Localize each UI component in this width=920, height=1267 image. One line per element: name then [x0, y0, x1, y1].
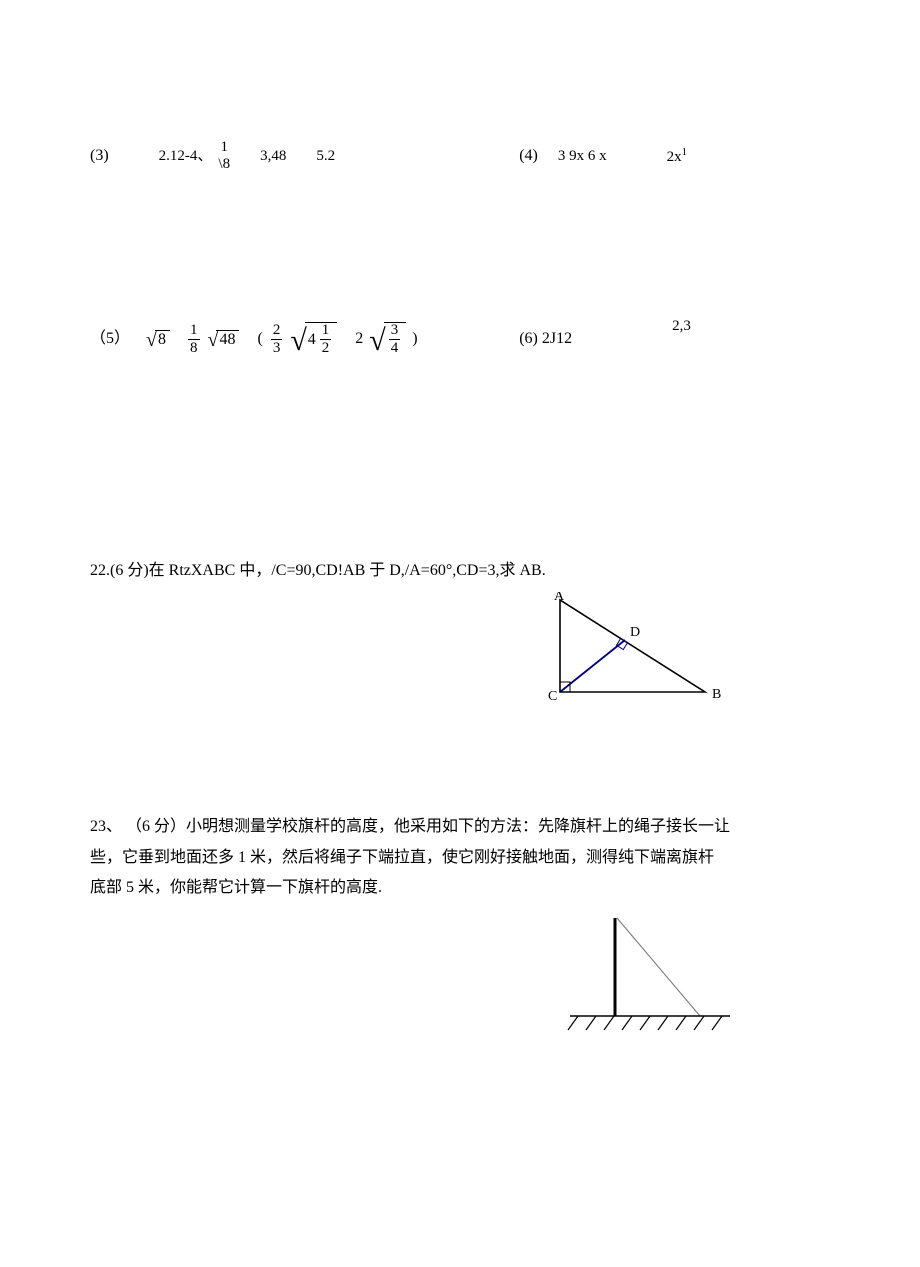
- text: 2x1: [667, 145, 688, 168]
- problem-6-number: (6) 2J12: [519, 328, 572, 350]
- label-D: D: [630, 625, 640, 640]
- text: 3 9x 6 x: [558, 146, 607, 167]
- problem-3: (3) 2.12-4、 1 \8 3,48 5.2: [90, 140, 519, 172]
- text: 2.12-4、: [159, 146, 213, 167]
- text-line: 些，它垂到地面还多 1 米，然后将绳子下端拉直，使它刚好接触地面，测得纯下端离旗…: [90, 843, 830, 873]
- problem-5: （5） √8 1 8 √48 ( 2 3 √ 4: [90, 322, 519, 356]
- problem-row-5-6: （5） √8 1 8 √48 ( 2 3 √ 4: [90, 322, 830, 356]
- text-line: 底部 5 米，你能帮它计算一下旗杆的高度.: [90, 873, 830, 903]
- sqrt-3-4: √ 3 4: [369, 322, 406, 356]
- problem-4: (4) 3 9x 6 x 2x1: [519, 145, 830, 168]
- triangle-diagram: A D C B: [530, 592, 730, 702]
- label-C: C: [548, 689, 557, 702]
- fraction-1-2: 1 2: [320, 323, 332, 356]
- text: 2,3: [672, 316, 691, 337]
- problem-row-3-4: (3) 2.12-4、 1 \8 3,48 5.2 (4) 3 9x 6 x 2…: [90, 140, 830, 172]
- flagpole-diagram: [560, 912, 740, 1042]
- problem-5-number: （5）: [90, 328, 130, 350]
- fraction: 1 \8: [216, 140, 232, 172]
- paren-close: ): [412, 328, 417, 350]
- fraction-3-4: 3 4: [389, 323, 401, 356]
- question-23-figure: [90, 912, 830, 1042]
- fraction-2-3: 2 3: [271, 323, 283, 356]
- text: 3,48: [260, 146, 286, 167]
- question-23-text: 23、 （6 分）小明想测量学校旗杆的高度，他采用如下的方法：先降旗杆上的绳子接…: [90, 812, 830, 903]
- paren-open: (: [257, 328, 262, 350]
- label-B: B: [712, 687, 721, 702]
- problem-4-number: (4): [519, 145, 538, 167]
- problem-6: (6) 2J12 2,3: [519, 328, 830, 350]
- text-line: 23、 （6 分）小明想测量学校旗杆的高度，他采用如下的方法：先降旗杆上的绳子接…: [90, 812, 830, 842]
- label-A: A: [554, 592, 565, 604]
- problem-3-number: (3): [90, 145, 109, 167]
- text: 2: [355, 328, 363, 350]
- text: 5.2: [316, 146, 335, 167]
- sqrt-4-1-2: √ 4 1 2: [290, 322, 337, 356]
- question-22-text: 22.(6 分)在 RtzXABC 中，/C=90,CD!AB 于 D,/A=6…: [90, 556, 830, 586]
- sqrt-8: √8: [146, 329, 170, 349]
- question-22-figure: A D C B: [90, 592, 830, 702]
- sqrt-48: √48: [208, 329, 240, 349]
- fraction-1-8: 1 8: [188, 323, 200, 356]
